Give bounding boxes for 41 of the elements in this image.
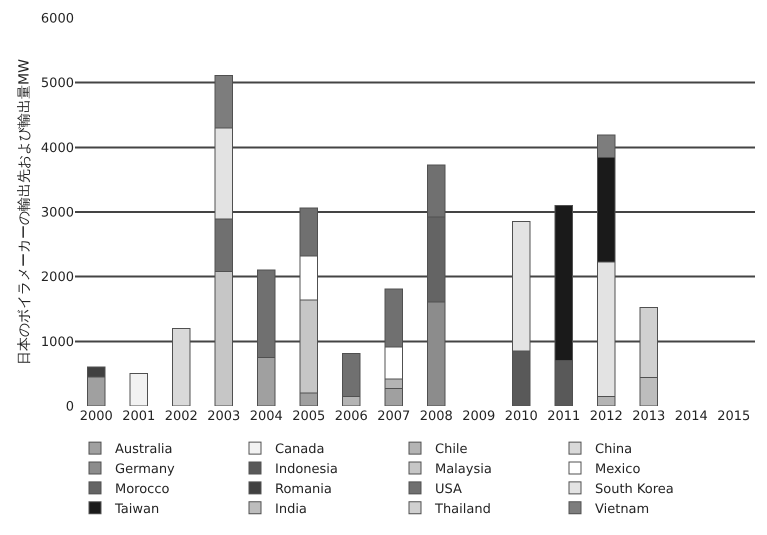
legend-label: South Korea — [595, 482, 674, 497]
legend-label: Malaysia — [435, 462, 492, 478]
y-axis-title: 日本のボイラメーカーの輸出先および輸出量MW — [16, 58, 33, 365]
legend-label: Chile — [435, 442, 468, 458]
y-tick-label: 4000 — [40, 140, 74, 156]
y-tick-label: 2000 — [40, 270, 74, 286]
legend-label: Canada — [275, 442, 324, 458]
legend-label: China — [595, 442, 632, 458]
legend-label: Vietnam — [595, 502, 650, 517]
x-tick-label: 2009 — [462, 409, 496, 424]
x-tick-label: 2015 — [717, 409, 750, 424]
x-tick-label: 2002 — [164, 409, 198, 424]
x-tick-label: 2013 — [632, 409, 666, 424]
legend-label: Romania — [275, 482, 332, 497]
x-tick-label: 2004 — [250, 409, 283, 424]
legend-label: India — [275, 502, 307, 517]
y-tick-label: 6000 — [40, 12, 74, 27]
bar — [129, 373, 148, 406]
y-tick-label: 1000 — [40, 334, 74, 350]
y-tick-label: 3000 — [40, 206, 74, 221]
legend-label: Taiwan — [114, 502, 160, 517]
x-tick-label: 2003 — [207, 409, 240, 424]
legend-label: Germany — [115, 462, 176, 478]
legend-label: USA — [435, 482, 462, 497]
x-tick-label: 2010 — [504, 409, 538, 424]
x-tick-label: 2001 — [122, 409, 156, 424]
x-tick-label: 2011 — [547, 409, 580, 424]
x-tick-label: 2008 — [420, 409, 453, 424]
x-tick-label: 2012 — [590, 409, 623, 424]
x-tick-label: 2014 — [674, 409, 708, 424]
y-tick-label: 0 — [66, 400, 74, 415]
legend-label: Mexico — [595, 462, 640, 478]
x-tick-label: 2000 — [80, 409, 113, 424]
legend-label: Indonesia — [275, 462, 338, 478]
legend-label: Australia — [115, 442, 173, 458]
y-tick-label: 5000 — [40, 76, 74, 92]
x-tick-label: 2007 — [377, 409, 410, 424]
legend-label: Thailand — [434, 502, 491, 517]
legend-label: Morocco — [115, 482, 170, 497]
x-tick-label: 2006 — [334, 409, 368, 424]
x-tick-label: 2005 — [292, 409, 326, 424]
